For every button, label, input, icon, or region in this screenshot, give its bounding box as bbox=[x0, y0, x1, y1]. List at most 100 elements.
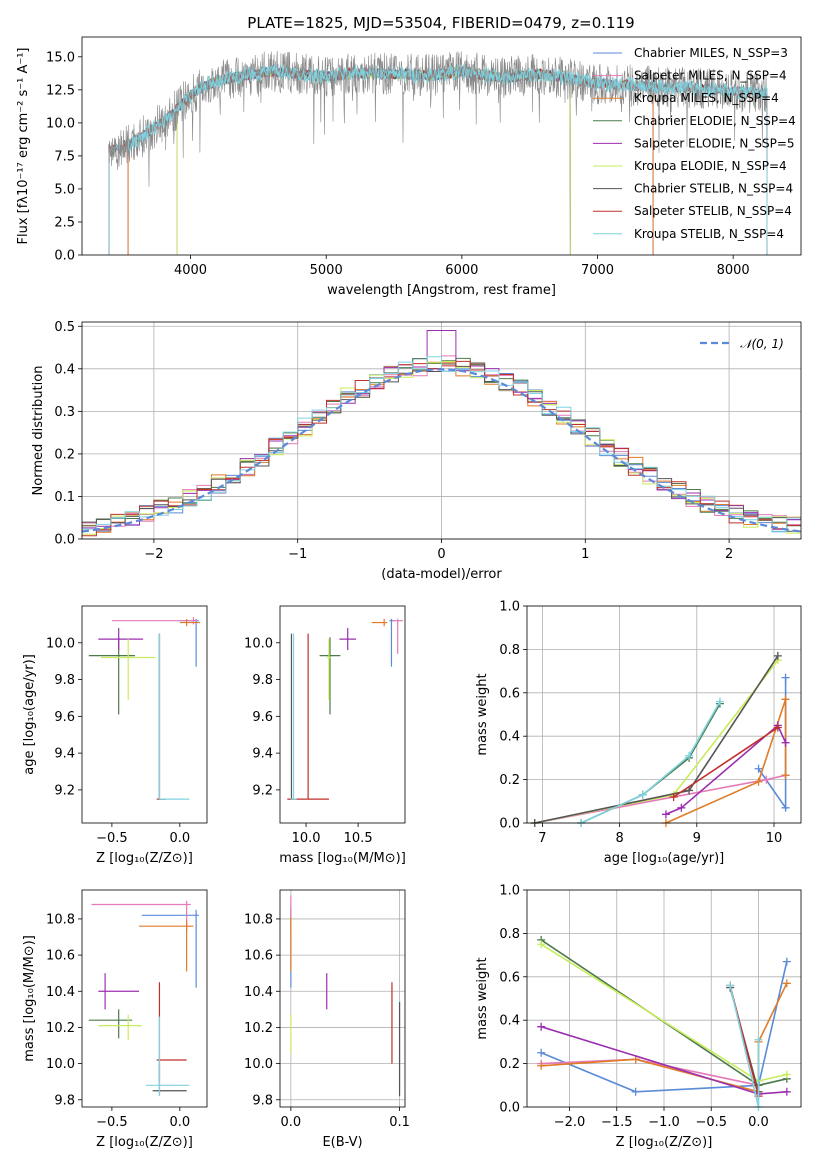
spectrum-model-overlay bbox=[127, 63, 768, 152]
age_vs_mass-ytick-label-0: 9.2 bbox=[252, 783, 273, 798]
weight_vs_age-marker-kroupa-miles-3 bbox=[781, 771, 790, 780]
mass_vs_ebv-ytick-label-0: 9.8 bbox=[252, 1093, 273, 1108]
weight_vs_age-xtick-label-0: 7 bbox=[538, 831, 546, 846]
residuals-ytick-label-2: 0.2 bbox=[54, 447, 75, 462]
residuals-ytick-label-0: 0.0 bbox=[54, 533, 75, 548]
weight_vs_age-marker-salpeter-elodie-1 bbox=[677, 803, 686, 812]
weight_vs_Z-ytick-label-5: 1.0 bbox=[499, 884, 520, 899]
age_vs_Z-xtick-label-1: 0.0 bbox=[169, 831, 190, 846]
spectrum-legend-label-0: Chabrier MILES, N_SSP=3 bbox=[634, 46, 788, 60]
weight_vs_Z-xtick-label-2: −1.0 bbox=[648, 1115, 680, 1130]
residuals-ytick-label-5: 0.5 bbox=[54, 320, 75, 335]
residuals-ylabel: Normed distribution bbox=[31, 366, 46, 496]
spectrum-xtick-label-1: 5000 bbox=[310, 263, 343, 278]
weight_vs_age-marker-chabrier-stelib-1 bbox=[685, 786, 694, 795]
weight_vs_Z-marker-salpeter-elodie-2 bbox=[782, 1087, 791, 1096]
spectrum-ytick-label-1: 2.5 bbox=[54, 215, 75, 230]
residuals-xtick-label-4: 2 bbox=[725, 547, 733, 562]
weight_vs_Z-marker-kroupa-elodie-2 bbox=[782, 1070, 791, 1079]
spectrum-ylabel: Flux [fλ10⁻¹⁷ erg cm⁻² s⁻¹ A⁻¹] bbox=[16, 48, 31, 245]
weight_vs_age-marker-kroupa-stelib-3 bbox=[715, 697, 724, 706]
weight_vs_age-series-kroupa-stelib bbox=[580, 701, 721, 824]
residuals-ytick-label-1: 0.1 bbox=[54, 490, 75, 505]
weight_vs_age-ytick-label-3: 0.6 bbox=[499, 686, 520, 701]
spectrum-title: PLATE=1825, MJD=53504, FIBERID=0479, z=0… bbox=[247, 14, 634, 32]
spectrum-legend-label-1: Salpeter MILES, N_SSP=4 bbox=[634, 69, 787, 83]
weight_vs_Z-marker-chabrier-miles-0 bbox=[537, 1048, 546, 1057]
age_vs_mass-xlabel: mass [log₁₀(M/M⊙)] bbox=[279, 851, 406, 866]
mass_vs_Z-xtick-label-1: 0.0 bbox=[169, 1115, 190, 1130]
spectrum-legend-label-6: Chabrier STELIB, N_SSP=4 bbox=[634, 182, 793, 196]
weight_vs_age-marker-salpeter-stelib-0 bbox=[669, 792, 678, 801]
weight_vs_age-marker-kroupa-miles-1 bbox=[754, 777, 763, 786]
residuals-frame bbox=[81, 321, 802, 540]
age_vs_Z-ytick-label-4: 10.0 bbox=[46, 636, 75, 651]
residuals-legend-label: 𝒩(0, 1) bbox=[740, 337, 784, 351]
weight_vs_age-marker-salpeter-elodie-3 bbox=[781, 738, 790, 747]
weight_vs_age-ytick-label-2: 0.4 bbox=[499, 730, 520, 745]
spectrum-legend-label-5: Kroupa ELODIE, N_SSP=4 bbox=[634, 159, 787, 173]
mass_vs_ebv-ytick-label-4: 10.6 bbox=[244, 949, 273, 964]
residuals-xtick-label-3: 1 bbox=[581, 547, 589, 562]
age_vs_mass-ytick-label-1: 9.4 bbox=[252, 747, 273, 762]
spectrum-ytick-label-6: 15.0 bbox=[46, 50, 75, 65]
residuals-xtick-label-2: 0 bbox=[437, 547, 445, 562]
mass_vs_Z-xlabel: Z [log₁₀(Z/Z⊙)] bbox=[96, 1135, 193, 1150]
mass_vs_Z-ytick-label-5: 10.8 bbox=[46, 912, 75, 927]
weight_vs_age-marker-kroupa-miles-2 bbox=[781, 695, 790, 704]
weight_vs_Z-xtick-label-0: −2.0 bbox=[554, 1115, 586, 1130]
age_vs_mass-xtick-label-1: 10.5 bbox=[344, 831, 373, 846]
spectrum-model-kroupa-miles bbox=[127, 65, 654, 255]
weight_vs_Z-marker-chabrier-miles-1 bbox=[631, 1087, 640, 1096]
gaussian-curve bbox=[81, 368, 802, 533]
weight_vs_age-series-salpeter-stelib bbox=[673, 726, 779, 798]
mass_vs_Z-ytick-label-0: 9.8 bbox=[54, 1093, 75, 1108]
age_vs_Z-ytick-label-2: 9.6 bbox=[54, 710, 75, 725]
spectrum-xlabel: wavelength [Angstrom, rest frame] bbox=[327, 283, 556, 298]
histogram-salpeter-elodie bbox=[82, 330, 801, 530]
spectrum-ytick-label-2: 5.0 bbox=[54, 182, 75, 197]
weight_vs_age-xtick-label-2: 9 bbox=[693, 831, 701, 846]
weight_vs_Z-ytick-label-2: 0.4 bbox=[499, 1014, 520, 1029]
spectrum-model-salpeter-elodie bbox=[176, 66, 571, 255]
spectrum-legend-label-7: Salpeter STELIB, N_SSP=4 bbox=[634, 204, 792, 218]
mass_vs_Z-ytick-label-2: 10.2 bbox=[46, 1021, 75, 1036]
mass_vs_ebv-ytick-label-5: 10.8 bbox=[244, 912, 273, 927]
age_vs_mass-ytick-label-3: 9.8 bbox=[252, 673, 273, 688]
weight_vs_Z-marker-kroupa-stelib-0 bbox=[726, 981, 735, 990]
weight_vs_age-ytick-label-0: 0.0 bbox=[499, 817, 520, 832]
mass_vs_ebv-xlabel: E(B-V) bbox=[322, 1135, 362, 1150]
weight_vs_Z-marker-kroupa-miles-0 bbox=[537, 1061, 546, 1070]
mass_vs_ebv-xtick-label-0: 0.0 bbox=[281, 1115, 302, 1130]
spectrum-xtick-label-4: 8000 bbox=[717, 263, 750, 278]
weight_vs_age-xtick-label-3: 10 bbox=[766, 831, 783, 846]
weight_vs_age-marker-chabrier-miles-1 bbox=[781, 803, 790, 812]
residuals-xtick-label-1: −1 bbox=[288, 547, 307, 562]
mass_vs_Z-xtick-label-0: −0.5 bbox=[96, 1115, 128, 1130]
weight_vs_Z-xlabel: Z [log₁₀(Z/Z⊙)] bbox=[616, 1135, 713, 1150]
age_vs_mass-frame bbox=[279, 605, 406, 824]
weight_vs_Z-marker-salpeter-elodie-0 bbox=[537, 1022, 546, 1031]
spectrum-model-chabrier-miles bbox=[127, 65, 654, 255]
weight_vs_age-marker-chabrier-stelib-2 bbox=[773, 651, 782, 660]
age_vs_Z-ytick-label-3: 9.8 bbox=[54, 673, 75, 688]
age_vs_Z-frame bbox=[81, 605, 208, 824]
mass_vs_Z-ytick-label-4: 10.6 bbox=[46, 949, 75, 964]
spectrum-frame bbox=[81, 36, 802, 256]
mass_vs_ebv-ytick-label-2: 10.2 bbox=[244, 1021, 273, 1036]
mass_vs_Z-ylabel: mass [log₁₀(M/M⊙)] bbox=[22, 935, 37, 1062]
weight_vs_Z-ytick-label-1: 0.2 bbox=[499, 1057, 520, 1072]
spectrum-xtick-label-2: 6000 bbox=[445, 263, 478, 278]
spectrum-model-chabrier-elodie bbox=[176, 65, 571, 255]
residuals-ytick-label-3: 0.3 bbox=[54, 405, 75, 420]
weight_vs_Z-xtick-label-3: −0.5 bbox=[695, 1115, 727, 1130]
weight_vs_age-marker-salpeter-elodie-0 bbox=[661, 810, 670, 819]
age_vs_Z-ytick-label-1: 9.4 bbox=[54, 747, 75, 762]
weight_vs_age-ytick-label-1: 0.2 bbox=[499, 773, 520, 788]
spectrum-ytick-label-5: 12.5 bbox=[46, 83, 75, 98]
weight_vs_Z-ytick-label-0: 0.0 bbox=[499, 1101, 520, 1116]
weight_vs_age-xlabel: age [log₁₀(age/yr)] bbox=[604, 851, 725, 866]
age_vs_Z-xtick-label-0: −0.5 bbox=[96, 831, 128, 846]
mass_vs_Z-ytick-label-3: 10.4 bbox=[46, 985, 75, 1000]
spectrum-ytick-label-0: 0.0 bbox=[54, 249, 75, 264]
